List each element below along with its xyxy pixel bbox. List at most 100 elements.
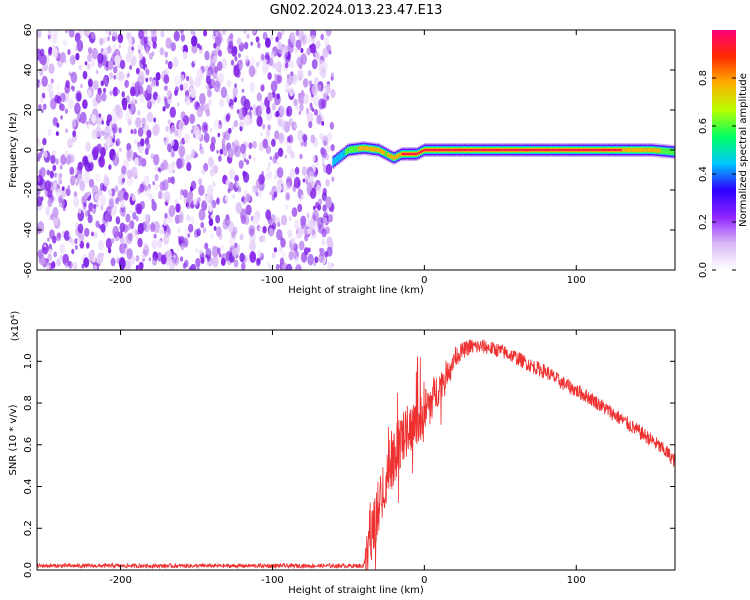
noise-speck: [277, 167, 284, 179]
noise-speck: [265, 129, 271, 137]
noise-speck: [293, 98, 298, 107]
noise-speck: [293, 74, 298, 82]
noise-speck: [205, 248, 212, 259]
track-cell: [427, 148, 430, 152]
noise-speck: [249, 56, 256, 66]
noise-speck: [240, 215, 246, 225]
track-cell: [514, 148, 517, 152]
noise-speck: [267, 115, 271, 120]
noise-speck: [180, 123, 184, 129]
noise-speck: [116, 152, 119, 157]
noise-speck: [91, 31, 96, 40]
noise-speck: [304, 234, 309, 242]
noise-speck: [274, 130, 280, 140]
noise-speck: [162, 106, 166, 112]
noise-speck: [155, 72, 161, 81]
noise-speck: [314, 256, 319, 264]
track-cell: [350, 146, 353, 153]
noise-speck: [207, 184, 214, 196]
noise-speck: [118, 258, 126, 270]
noise-speck: [39, 179, 47, 191]
noise-speck: [52, 117, 58, 127]
noise-speck: [51, 46, 58, 58]
track-cell: [405, 152, 408, 156]
track-cell: [593, 148, 595, 152]
track-cell: [547, 148, 550, 152]
noise-speck: [112, 225, 119, 238]
noise-speck: [321, 121, 325, 126]
y-tick-label: -20: [23, 182, 34, 198]
noise-speck: [105, 238, 112, 249]
track-cell: [613, 148, 615, 152]
noise-speck: [73, 191, 78, 198]
noise-speck: [40, 147, 44, 155]
track-cell: [523, 148, 526, 152]
noise-speck: [114, 54, 121, 66]
noise-speck: [312, 156, 316, 162]
snr-y-axis: 0.0 0.2 0.4 0.6 0.8 1.0: [23, 353, 675, 578]
noise-speck: [71, 248, 75, 255]
track-cell: [584, 148, 586, 152]
noise-speck: [321, 228, 327, 238]
noise-speck: [112, 115, 118, 124]
noise-speck: [182, 51, 188, 60]
noise-speck: [252, 103, 256, 110]
noise-speck: [188, 76, 194, 85]
noise-speck: [47, 128, 52, 136]
noise-speck: [275, 61, 282, 73]
track-cell: [578, 148, 581, 152]
track-cell: [649, 148, 652, 152]
noise-speck: [262, 124, 266, 130]
noise-speck: [207, 89, 212, 98]
track-cell: [536, 148, 539, 152]
noise-speck: [199, 143, 202, 148]
noise-speck: [157, 167, 161, 172]
noise-speck: [211, 199, 217, 209]
noise-speck: [86, 63, 91, 71]
noise-speck: [257, 42, 261, 49]
track-cell: [518, 148, 521, 152]
noise-speck: [124, 79, 129, 88]
noise-speck: [329, 121, 334, 130]
noise-speck: [37, 176, 40, 182]
noise-speck: [110, 61, 113, 67]
noise-speck: [100, 80, 105, 87]
track-cell: [598, 148, 601, 152]
noise-speck: [215, 226, 222, 237]
noise-speck: [310, 225, 313, 230]
noise-speck: [94, 192, 100, 201]
track-cell: [494, 148, 497, 152]
noise-speck: [259, 225, 263, 233]
noise-speck: [226, 94, 230, 99]
track-cell: [345, 148, 348, 155]
noise-speck: [239, 252, 245, 263]
track-cell: [412, 152, 415, 156]
noise-speck: [113, 66, 118, 74]
noise-speck: [321, 148, 327, 159]
snr-x-axis: -200 -100 0 100: [109, 330, 586, 586]
track-cell: [463, 148, 466, 152]
noise-speck: [88, 178, 95, 188]
noise-speck: [46, 264, 50, 270]
noise-speck: [43, 151, 48, 158]
noise-speck: [149, 76, 153, 82]
track-cell: [410, 152, 413, 156]
track-cell: [562, 148, 564, 152]
noise-speck: [138, 71, 145, 83]
noise-speck: [126, 224, 131, 231]
noise-speck: [51, 261, 56, 269]
noise-speck: [167, 143, 173, 153]
noise-speck: [122, 177, 125, 183]
noise-speck: [300, 220, 306, 229]
track-cell: [565, 148, 568, 152]
noise-speck: [126, 74, 129, 79]
noise-speck: [297, 203, 303, 213]
y-tick-label: 0: [23, 147, 34, 153]
noise-speck: [143, 175, 150, 186]
noise-speck: [216, 61, 223, 71]
noise-speck: [152, 256, 158, 266]
track-cell: [474, 148, 477, 152]
noise-speck: [186, 162, 192, 172]
noise-speck: [289, 168, 296, 179]
noise-speck: [91, 129, 98, 140]
